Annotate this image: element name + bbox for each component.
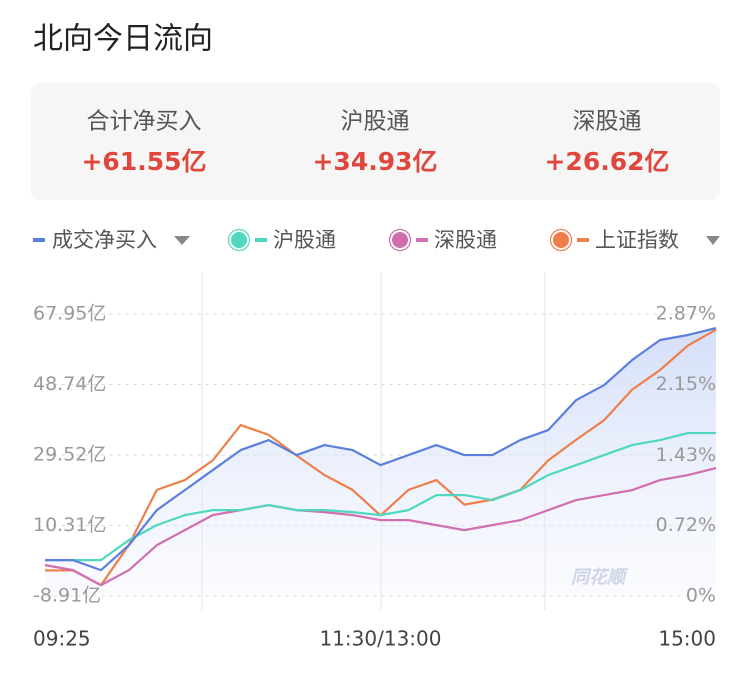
y-tick-label: 29.52亿 [33,444,106,466]
y2-tick-label: 1.43% [656,444,716,466]
summary-card [31,83,720,200]
legend-label[interactable]: 上证指数 [595,228,679,252]
x-tick-label: 15:00 [658,627,716,651]
page-title: 北向今日流向 [33,22,213,57]
y-tick-label: 48.74亿 [33,373,106,395]
area [45,328,716,596]
dropdown-icon[interactable] [706,236,720,245]
summary-value: +61.55亿 [81,147,206,176]
legend-swatch[interactable] [229,230,249,250]
y2-tick-label: 0.72% [656,514,716,536]
legend-label[interactable]: 成交净买入 [52,228,157,252]
y2-tick-label: 2.15% [656,373,716,395]
series-line [45,431,716,562]
legend-swatch[interactable] [390,230,410,250]
summary-value: +26.62亿 [544,147,669,176]
y-tick-label: 67.95亿 [33,303,106,325]
plot: 67.95亿 48.74亿 29.52亿 10.31亿 -8.91亿 2.87% 2.15%… [33,303,717,651]
series-line [44,467,717,587]
y-tick-label: 10.31亿 [33,514,106,536]
x-tick-label: 11:30/13:00 [319,627,441,651]
watermark: 同花顺 [571,567,629,588]
summary-label: 合计净买入 [87,109,202,135]
series-line [45,326,717,572]
summary-label: 深股通 [573,109,642,135]
dropdown-icon[interactable] [174,236,190,245]
y2-tick-label: 0% [686,585,716,607]
legend-label[interactable]: 深股通 [434,228,497,252]
legend-ring[interactable] [227,228,251,252]
legend[interactable]: 成交净买入 沪股通 深股通 上证指数 [33,228,720,252]
y2-tick-label: 2.87% [656,303,716,325]
summary: 合计净买入 +61.55亿 沪股通 +34.93亿 深股通 +26.62亿 [81,109,669,177]
legend-swatch[interactable] [551,230,571,250]
summary-value: +34.93亿 [312,147,437,176]
y-tick-label: -8.91亿 [33,585,101,607]
x-tick-label: 09:25 [33,627,91,651]
summary-label: 沪股通 [341,109,410,135]
legend-ring[interactable] [549,228,573,252]
legend-label[interactable]: 沪股通 [273,228,336,252]
legend-ring[interactable] [388,228,412,252]
